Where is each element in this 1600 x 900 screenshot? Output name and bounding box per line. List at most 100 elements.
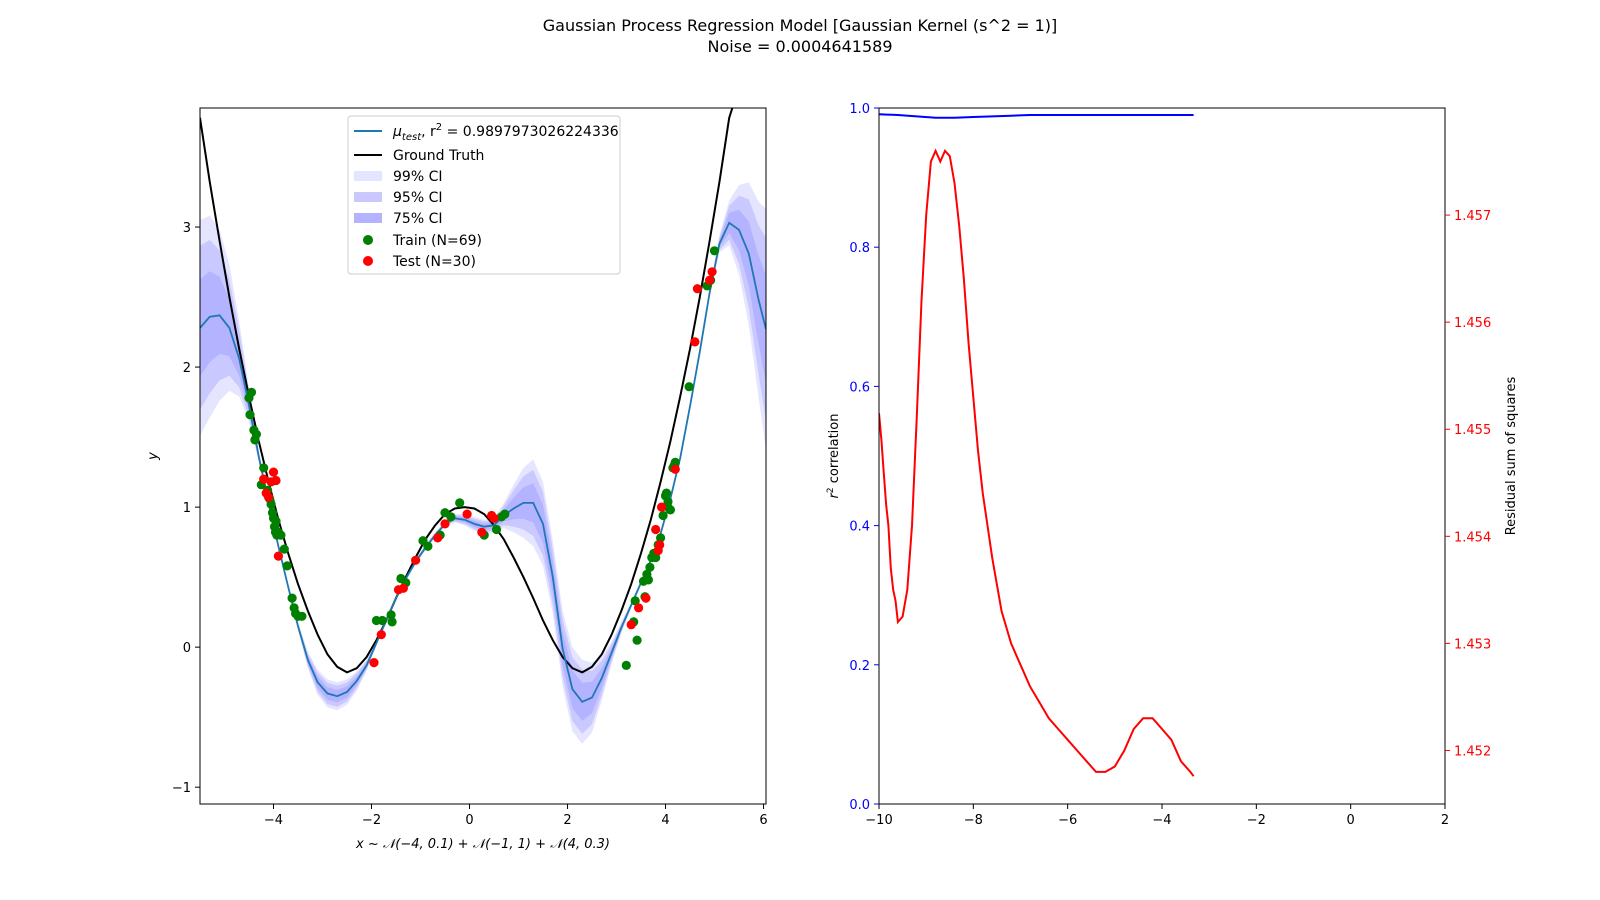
test-point <box>264 492 274 502</box>
left-y-tick-label: 0.6 <box>849 380 870 395</box>
train-point <box>423 541 433 551</box>
train-point <box>645 562 655 572</box>
left-x-axis-label: x ~ 𝒩(−4, 0.1) + 𝒩(−1, 1) + 𝒩(4, 0.3) <box>355 837 610 852</box>
test-point <box>692 284 703 294</box>
test-point <box>651 524 661 535</box>
train-point <box>661 488 672 498</box>
test-point <box>489 513 499 523</box>
train-point <box>500 509 510 519</box>
train-point <box>643 575 654 585</box>
train-point <box>684 382 694 392</box>
right-y-tick-label: 1.452 <box>1454 744 1491 759</box>
test-point <box>398 583 408 593</box>
x-tick-label: −10 <box>865 813 892 828</box>
figure-title: Gaussian Process Regression Model [Gauss… <box>543 16 1058 35</box>
test-point <box>626 620 636 630</box>
legend-box <box>347 115 621 275</box>
y-tick-label: 1 <box>183 501 191 516</box>
left-y-tick-label: 0.4 <box>849 520 870 535</box>
legend-train-marker <box>363 235 373 245</box>
train-point <box>491 524 502 535</box>
test-point <box>376 630 386 640</box>
train-point <box>651 552 661 563</box>
train-point <box>245 410 255 420</box>
y-tick-label: 3 <box>183 221 191 236</box>
x-tick-label: −8 <box>964 813 983 828</box>
train-point <box>287 593 297 603</box>
train-point <box>387 617 397 627</box>
figure-subtitle: Noise = 0.0004641589 <box>707 37 892 56</box>
test-point <box>707 267 717 277</box>
test-point <box>369 658 379 668</box>
y-tick-label: 2 <box>183 361 191 376</box>
x-tick-label: 2 <box>563 813 571 828</box>
x-tick-label: −6 <box>1058 813 1077 828</box>
right-plot-frame <box>878 107 1446 805</box>
test-point <box>705 275 715 285</box>
legend-train-label: Train (N=69) <box>392 233 482 249</box>
x-tick-label: −4 <box>1152 813 1171 828</box>
train-point <box>282 561 292 571</box>
train-point <box>658 510 668 521</box>
test-point <box>670 464 680 474</box>
x-tick-label: 6 <box>759 813 767 828</box>
train-point <box>632 635 642 645</box>
test-point <box>411 555 421 565</box>
legend: μtest, r2 = 0.9897973026224336 Ground Tr… <box>347 115 621 275</box>
train-point <box>709 246 720 256</box>
train-point <box>455 498 465 508</box>
test-point <box>273 551 283 561</box>
y-tick-label: 0 <box>183 641 191 656</box>
right-left-y-axis-label: r2 correlation <box>826 414 842 499</box>
train-point <box>670 457 680 467</box>
left-y-axis-label: y <box>146 452 161 461</box>
train-point <box>297 611 307 621</box>
train-point <box>386 610 396 620</box>
left-y-tick-label: 0.0 <box>849 798 870 813</box>
test-point <box>433 533 443 543</box>
x-tick-label: 4 <box>661 813 669 828</box>
train-point <box>665 505 676 515</box>
r2-correlation-line <box>879 113 1194 119</box>
legend-test-marker <box>363 256 373 266</box>
train-point <box>621 660 631 671</box>
legend-ci75-label: 75% CI <box>393 211 442 227</box>
test-point <box>271 475 281 486</box>
right-y-tick-label: 1.457 <box>1454 209 1491 224</box>
right-y-tick-label: 1.455 <box>1454 423 1491 438</box>
right-right-y-axis-label: Residual sum of squares <box>1504 376 1519 535</box>
legend-test-label: Test (N=30) <box>392 254 476 270</box>
test-point <box>641 593 651 603</box>
x-tick-label: 0 <box>1347 813 1355 828</box>
x-tick-label: −4 <box>264 813 283 828</box>
train-point <box>249 425 259 435</box>
legend-mean-label: μtest, r2 = 0.9897973026224336 <box>392 122 619 143</box>
train-point <box>266 499 276 509</box>
legend-ground-truth-label: Ground Truth <box>393 148 484 164</box>
left-y-tick-label: 0.2 <box>849 659 870 674</box>
hyperparameter-plot: −10 −8 −6 −4 −2 0 2 0.0 0.2 0.4 0.6 0.8 1.0 1.452 1.… <box>826 102 1519 828</box>
gp-regression-plot: −4 −2 0 2 4 6 −1 0 1 2 3 x ~ 𝒩(−4, 0.1) + 𝒩(−1, 1… <box>146 107 768 852</box>
ci75-band <box>200 209 766 721</box>
test-point <box>634 603 644 613</box>
legend-ci95-swatch <box>354 192 382 202</box>
train-point <box>630 596 640 606</box>
train-point <box>259 463 269 473</box>
train-point <box>656 533 666 543</box>
x-tick-label: −2 <box>1247 813 1266 828</box>
test-point <box>268 467 279 477</box>
test-point <box>690 337 700 347</box>
right-y-tick-label: 1.456 <box>1454 316 1491 331</box>
test-point <box>477 527 487 537</box>
test-point <box>259 474 269 484</box>
legend-ci99-swatch <box>354 171 382 181</box>
test-point <box>440 519 450 529</box>
train-point <box>271 516 281 526</box>
right-y-tick-label: 1.453 <box>1454 637 1491 652</box>
legend-ci75-swatch <box>354 213 382 223</box>
left-y-tick-label: 1.0 <box>849 102 870 117</box>
train-point <box>279 544 289 554</box>
train-point <box>377 615 387 626</box>
ci95-band <box>200 195 766 734</box>
